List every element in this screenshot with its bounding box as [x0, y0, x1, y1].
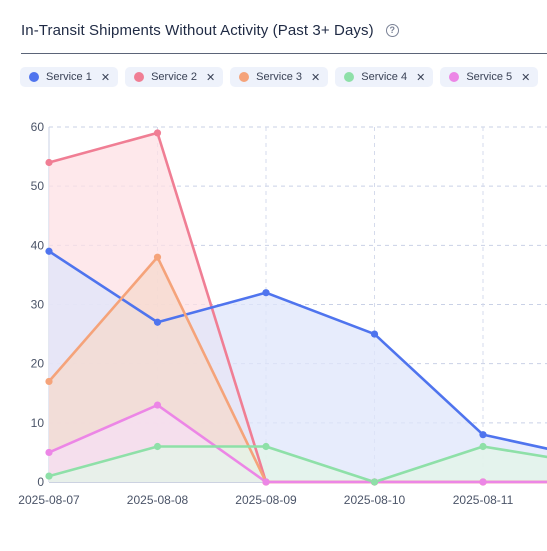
legend-chip-service-5[interactable]: Service 5 ✕ — [440, 67, 539, 87]
data-point — [45, 377, 53, 386]
close-icon[interactable]: ✕ — [416, 71, 426, 84]
x-tick-label: 2025-08-10 — [344, 493, 406, 507]
help-icon[interactable]: ? — [385, 24, 399, 37]
data-point — [45, 158, 53, 167]
close-icon[interactable]: ✕ — [205, 71, 216, 84]
data-point — [370, 330, 379, 338]
series-color-dot — [29, 72, 39, 82]
legend: Service 1 ✕ Service 2 ✕ Service 3 ✕ Serv… — [20, 67, 539, 87]
data-point — [262, 478, 270, 486]
chart-header: In-Transit Shipments Without Activity (P… — [21, 22, 399, 39]
series-area — [49, 446, 547, 482]
y-tick-label: 10 — [31, 416, 45, 430]
x-tick-label: 2025-08-07 — [18, 493, 80, 507]
series-line — [48, 403, 547, 484]
legend-label: Service 4 — [361, 71, 408, 83]
series-line — [48, 250, 547, 450]
legend-chip-service-4[interactable]: Service 4 ✕ — [335, 67, 434, 87]
data-point — [479, 442, 487, 451]
y-tick-label: 50 — [31, 179, 45, 193]
legend-label: Service 2 — [151, 71, 197, 83]
legend-chip-service-3[interactable]: Service 3 ✕ — [230, 67, 329, 87]
data-point — [153, 318, 162, 326]
series-color-dot — [134, 72, 145, 82]
series-line — [48, 445, 547, 484]
y-tick-label: 30 — [31, 298, 45, 312]
close-icon[interactable]: ✕ — [100, 71, 111, 84]
legend-chip-service-2[interactable]: Service 2 ✕ — [125, 67, 224, 87]
data-point — [153, 401, 162, 409]
data-point — [262, 289, 270, 297]
data-point — [479, 431, 487, 439]
data-point — [153, 442, 162, 451]
area-chart: 0 10 20 30 40 50 60 2025-08-07 2025-08-08 2025-08… — [18, 120, 547, 507]
data-point — [262, 442, 270, 451]
y-tick-label: 60 — [31, 120, 45, 134]
x-tick-label: 2025-08-08 — [127, 493, 189, 507]
data-point — [370, 478, 379, 486]
data-point — [153, 253, 162, 261]
close-icon[interactable]: ✕ — [521, 71, 531, 84]
x-tick-label: 2025-08-09 — [235, 493, 297, 507]
data-point — [45, 472, 53, 480]
title-divider — [21, 53, 547, 54]
data-point — [45, 448, 53, 457]
y-tick-label: 20 — [31, 357, 45, 371]
legend-label: Service 3 — [256, 71, 303, 83]
series-color-dot — [449, 72, 460, 82]
series-color-dot — [344, 72, 355, 82]
y-tick-label: 40 — [31, 238, 45, 252]
legend-chip-service-1[interactable]: Service 1 ✕ — [20, 67, 119, 87]
legend-label: Service 5 — [466, 71, 513, 83]
close-icon[interactable]: ✕ — [311, 71, 321, 84]
data-point — [479, 478, 487, 486]
legend-label: Service 1 — [46, 71, 92, 83]
chart-title: In-Transit Shipments Without Activity (P… — [21, 22, 374, 39]
data-point — [153, 129, 162, 137]
series-color-dot — [239, 72, 250, 82]
y-tick-label: 0 — [37, 475, 44, 489]
data-point — [45, 247, 53, 255]
x-tick-label: 2025-08-11 — [453, 493, 514, 507]
